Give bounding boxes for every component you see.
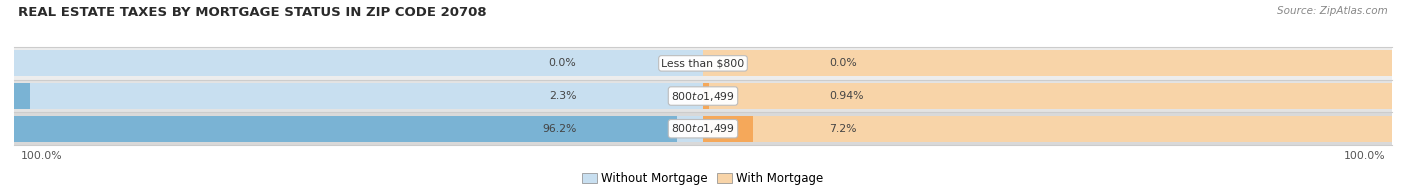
Text: 0.0%: 0.0% [548,58,576,68]
Bar [703,83,710,109]
Text: REAL ESTATE TAXES BY MORTGAGE STATUS IN ZIP CODE 20708: REAL ESTATE TAXES BY MORTGAGE STATUS IN … [18,6,486,19]
Bar [14,80,1392,112]
Bar [14,83,703,109]
Text: 7.2%: 7.2% [830,124,858,134]
Legend: Without Mortgage, With Mortgage: Without Mortgage, With Mortgage [578,168,828,190]
Text: 100.0%: 100.0% [1343,151,1385,161]
Text: Less than $800: Less than $800 [661,58,745,68]
Text: Source: ZipAtlas.com: Source: ZipAtlas.com [1277,6,1388,16]
Bar [14,112,1392,145]
Bar [703,83,1392,109]
Bar [14,116,676,142]
Text: 0.94%: 0.94% [830,91,865,101]
Text: 0.0%: 0.0% [830,58,858,68]
Bar [703,116,752,142]
Text: 96.2%: 96.2% [543,124,576,134]
Bar [14,50,703,76]
Text: 2.3%: 2.3% [548,91,576,101]
Text: $800 to $1,499: $800 to $1,499 [671,122,735,135]
Bar [14,83,30,109]
Bar [14,47,1392,80]
Text: 100.0%: 100.0% [21,151,63,161]
Bar [703,116,1392,142]
Bar [14,116,703,142]
Bar [703,50,1392,76]
Text: $800 to $1,499: $800 to $1,499 [671,90,735,103]
